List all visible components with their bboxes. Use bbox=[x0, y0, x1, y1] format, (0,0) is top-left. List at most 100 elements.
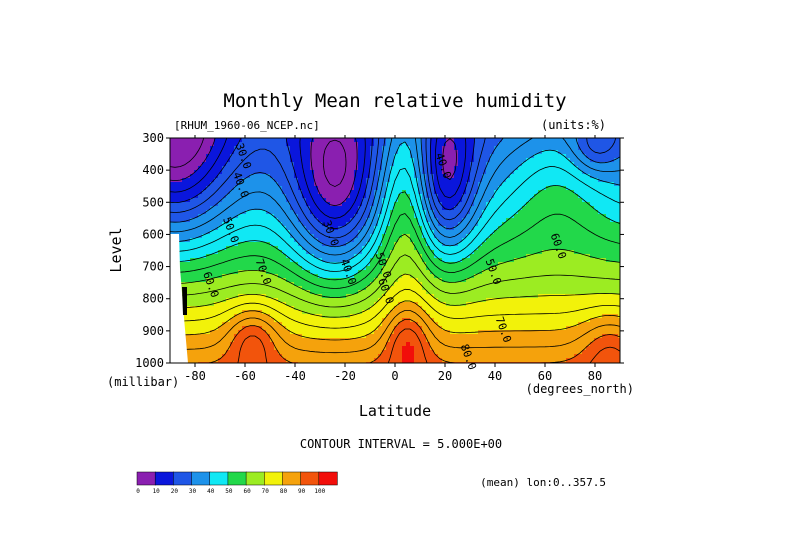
contour-cell bbox=[334, 358, 339, 363]
contour-cell bbox=[422, 258, 427, 263]
contour-cell bbox=[514, 330, 519, 335]
contour-cell bbox=[262, 318, 267, 323]
contour-cell bbox=[318, 154, 323, 159]
contour-cell bbox=[302, 270, 307, 275]
contour-cell bbox=[282, 166, 287, 171]
contour-cell bbox=[406, 154, 411, 159]
contour-cell bbox=[466, 270, 471, 275]
contour-cell bbox=[198, 222, 203, 227]
contour-cell bbox=[334, 198, 339, 203]
contour-cell bbox=[262, 266, 267, 271]
contour-cell bbox=[478, 214, 483, 219]
contour-cell bbox=[382, 350, 387, 355]
contour-cell bbox=[250, 262, 255, 267]
contour-cell bbox=[306, 158, 311, 163]
contour-cell bbox=[230, 170, 235, 175]
contour-cell bbox=[242, 162, 247, 167]
contour-cell bbox=[330, 294, 335, 299]
contour-cell bbox=[406, 338, 411, 343]
contour-cell bbox=[490, 358, 495, 363]
contour-cell bbox=[426, 342, 431, 347]
contour-cell bbox=[202, 298, 207, 303]
contour-cell bbox=[298, 290, 303, 295]
contour-cell bbox=[198, 162, 203, 167]
contour-cell bbox=[490, 314, 495, 319]
contour-cell bbox=[450, 358, 455, 363]
contour-cell bbox=[238, 210, 243, 215]
contour-cell bbox=[446, 254, 451, 259]
contour-cell bbox=[406, 138, 411, 143]
contour-cell bbox=[278, 150, 283, 155]
contour-cell bbox=[182, 274, 187, 279]
contour-cell bbox=[422, 346, 427, 351]
contour-cell bbox=[506, 358, 511, 363]
contour-cell bbox=[494, 274, 499, 279]
contour-cell bbox=[406, 210, 411, 215]
contour-cell bbox=[370, 266, 375, 271]
contour-cell bbox=[186, 338, 191, 343]
contour-cell bbox=[274, 354, 279, 359]
contour-cell bbox=[182, 226, 187, 231]
contour-cell bbox=[326, 294, 331, 299]
contour-cell bbox=[254, 194, 259, 199]
contour-cell bbox=[194, 146, 199, 151]
contour-cell bbox=[402, 182, 407, 187]
contour-cell bbox=[334, 334, 339, 339]
contour-cell bbox=[254, 158, 259, 163]
contour-cell bbox=[190, 182, 195, 187]
contour-cell bbox=[314, 246, 319, 251]
contour-cell bbox=[374, 254, 379, 259]
contour-cell bbox=[466, 154, 471, 159]
contour-cell bbox=[342, 298, 347, 303]
contour-cell bbox=[330, 290, 335, 295]
contour-cell bbox=[262, 226, 267, 231]
contour-cell bbox=[454, 326, 459, 331]
contour-cell bbox=[218, 334, 223, 339]
contour-cell bbox=[374, 218, 379, 223]
contour-cell bbox=[210, 206, 215, 211]
contour-cell bbox=[190, 274, 195, 279]
contour-cell bbox=[438, 198, 443, 203]
contour-cell bbox=[246, 170, 251, 175]
contour-cell bbox=[358, 146, 363, 151]
contour-cell bbox=[218, 186, 223, 191]
contour-cell bbox=[230, 294, 235, 299]
contour-cell bbox=[178, 266, 183, 271]
contour-cell bbox=[234, 206, 239, 211]
contour-cell bbox=[182, 262, 187, 267]
contour-cell bbox=[362, 154, 367, 159]
contour-cell bbox=[342, 330, 347, 335]
contour-cell bbox=[274, 358, 279, 363]
contour-cell bbox=[466, 142, 471, 147]
contour-cell bbox=[382, 194, 387, 199]
contour-cell bbox=[350, 166, 355, 171]
contour-cell bbox=[402, 238, 407, 243]
contour-cell bbox=[474, 306, 479, 311]
contour-cell bbox=[262, 342, 267, 347]
contour-cell bbox=[358, 154, 363, 159]
contour-cell bbox=[438, 298, 443, 303]
contour-cell bbox=[470, 206, 475, 211]
contour-cell bbox=[426, 350, 431, 355]
contour-cell bbox=[326, 194, 331, 199]
contour-cell bbox=[222, 330, 227, 335]
contour-cell bbox=[490, 198, 495, 203]
contour-cell bbox=[458, 214, 463, 219]
contour-cell bbox=[398, 178, 403, 183]
contour-cell bbox=[354, 214, 359, 219]
contour-cell bbox=[182, 210, 187, 215]
contour-cell bbox=[182, 158, 187, 163]
contour-cell bbox=[426, 178, 431, 183]
contour-cell bbox=[230, 286, 235, 291]
contour-cell bbox=[458, 266, 463, 271]
contour-cell bbox=[454, 298, 459, 303]
contour-cell bbox=[194, 158, 199, 163]
contour-cell bbox=[442, 150, 447, 155]
contour-cell bbox=[498, 146, 503, 151]
contour-cell bbox=[258, 198, 263, 203]
contour-cell bbox=[318, 234, 323, 239]
contour-cell bbox=[390, 138, 395, 143]
contour-cell bbox=[254, 154, 259, 159]
contour-cell bbox=[194, 286, 199, 291]
contour-cell bbox=[390, 226, 395, 231]
